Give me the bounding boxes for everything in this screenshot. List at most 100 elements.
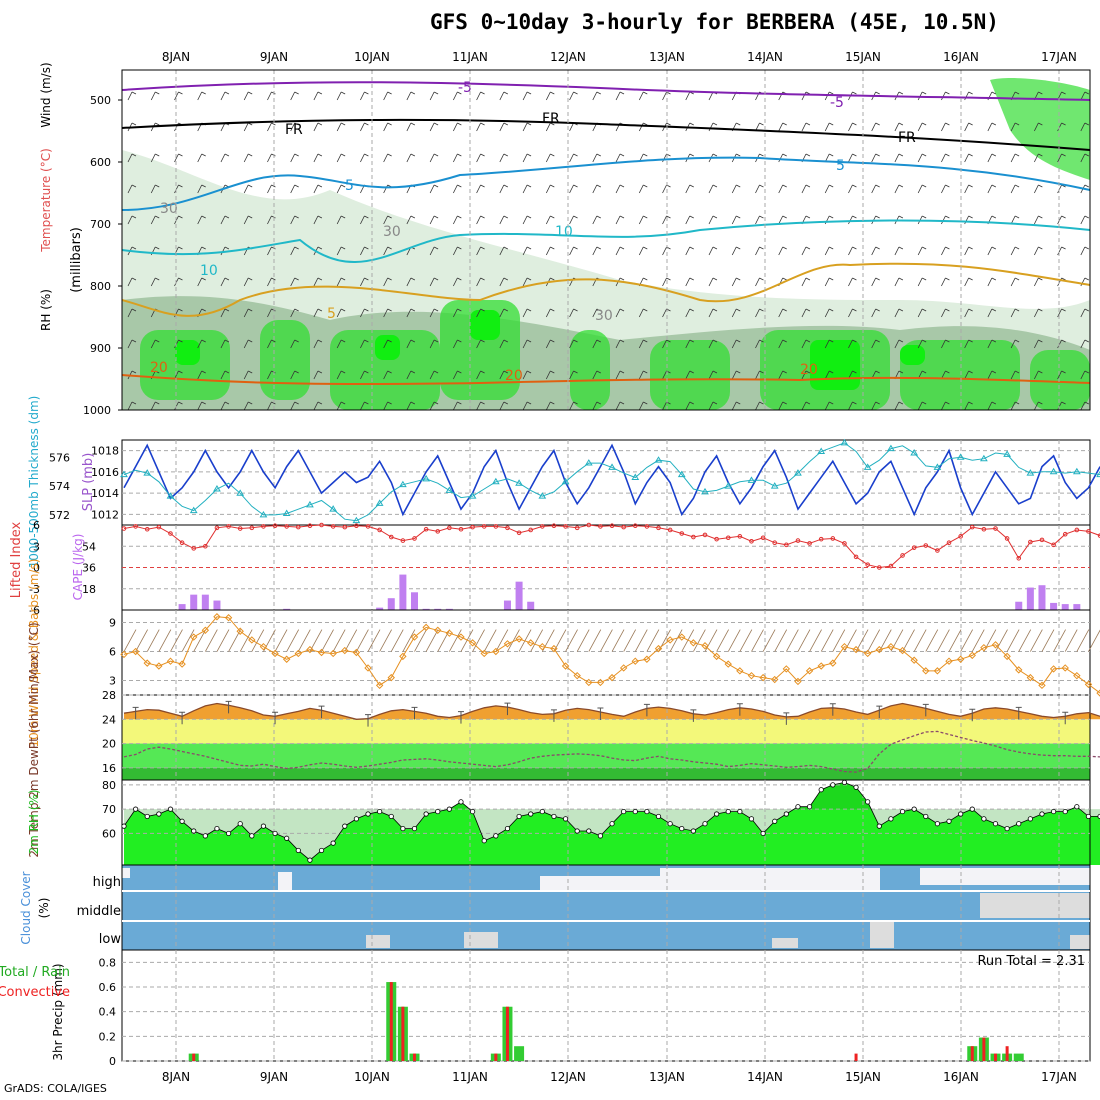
- rh-marker: [1004, 825, 1010, 832]
- minmax-marker: [643, 703, 650, 717]
- slp-line: [123, 443, 1100, 517]
- wind-barb: [615, 91, 625, 101]
- rh-marker: [423, 811, 429, 817]
- wind-barb: [476, 370, 485, 380]
- wind-barb: [336, 246, 346, 256]
- lifted-index-marker: [505, 525, 510, 531]
- wind-barb: [220, 91, 230, 101]
- wind-barb: [569, 184, 578, 194]
- wind-barb: [731, 184, 741, 194]
- wind-barb: [453, 370, 462, 380]
- date-label-bottom: 17JAN: [1041, 1070, 1077, 1084]
- lifted-index-marker: [121, 526, 127, 531]
- rh-marker: [1062, 808, 1068, 815]
- wind-speed-marker: [387, 673, 395, 682]
- lifted-index-marker: [296, 524, 301, 530]
- wind-barb: [499, 277, 509, 287]
- lifted-index-marker: [272, 523, 278, 529]
- minmax-marker: [736, 703, 743, 716]
- thickness-marker: [724, 482, 733, 489]
- wind-barb: [243, 184, 253, 194]
- lifted-index-marker: [714, 536, 719, 542]
- wind-barb: [453, 215, 462, 225]
- wind-barb: [243, 370, 253, 380]
- axis-label: 3hr Precip (mm): [51, 963, 65, 1060]
- rh-marker: [748, 816, 755, 822]
- thickness-marker: [398, 480, 407, 488]
- wind-barb: [1006, 629, 1020, 652]
- wind-barb: [941, 184, 950, 194]
- wind-barb: [894, 122, 904, 132]
- rh-marker: [167, 806, 174, 812]
- rh-marker: [318, 847, 325, 854]
- rh-marker: [377, 808, 383, 815]
- axis-label: SLP (mb): [81, 453, 96, 512]
- wind-barb: [638, 339, 648, 349]
- wind-barb: [449, 629, 462, 652]
- wind-speed-marker: [468, 639, 477, 647]
- thickness-marker: [910, 448, 919, 456]
- axis-label: Wind (m/s): [39, 62, 53, 127]
- wind-barb: [243, 308, 253, 318]
- wind-barb: [286, 629, 300, 652]
- rh-marker: [760, 830, 766, 837]
- wind-barb: [545, 308, 555, 318]
- wind-speed-marker: [631, 657, 639, 665]
- rh-marker: [806, 804, 813, 810]
- wind-barb: [545, 370, 555, 380]
- wind-speed-marker: [794, 677, 802, 686]
- contour-label: 20: [505, 368, 523, 384]
- wind-barb: [871, 153, 880, 163]
- wind-barb: [197, 339, 206, 349]
- wind-barb: [801, 370, 811, 380]
- wind-barb: [290, 215, 299, 225]
- lifted-index-marker: [969, 524, 975, 530]
- wind-barb: [406, 339, 416, 349]
- wind-barb: [197, 370, 206, 380]
- lifted-index-marker: [191, 546, 197, 551]
- wind-barb: [406, 215, 416, 225]
- lifted-index-marker: [621, 524, 626, 530]
- thickness-marker: [213, 485, 221, 492]
- wind-barb: [267, 370, 276, 380]
- wind-barb: [894, 246, 904, 256]
- wind-barb: [731, 401, 741, 411]
- rh-marker: [992, 821, 999, 827]
- dewpt-line: [123, 730, 1100, 773]
- y-tick-label: 0.2: [99, 1030, 117, 1043]
- lifted-index-marker: [435, 529, 441, 534]
- thickness-marker: [1072, 467, 1081, 475]
- y-tick-label: 28: [102, 689, 116, 702]
- wind-barb: [878, 629, 892, 652]
- wind-speed-marker: [771, 675, 779, 684]
- wind-barb: [216, 629, 230, 652]
- rh-marker: [225, 830, 232, 837]
- wind-barb: [611, 629, 625, 652]
- credit-label: GrADS: COLA/IGES: [4, 1082, 107, 1095]
- date-label-bottom: 14JAN: [747, 1070, 783, 1084]
- thickness-marker: [352, 516, 361, 524]
- lifted-index-marker: [958, 534, 963, 539]
- rh-marker: [121, 823, 127, 829]
- y-tick-label: 1000: [83, 404, 111, 417]
- wind-barb: [429, 246, 439, 256]
- wind-barb: [755, 246, 764, 256]
- wind-speed-marker: [236, 627, 244, 635]
- y-tick-label: 500: [90, 94, 111, 107]
- wind-barb: [615, 339, 625, 349]
- wind-barb: [941, 153, 950, 163]
- wind-barb: [785, 629, 799, 652]
- wind-barb: [778, 246, 787, 256]
- wind-barb: [476, 215, 485, 225]
- isotherm-contour: [121, 118, 1091, 151]
- li-tick-label: -6: [29, 604, 40, 617]
- wind-barb: [716, 629, 729, 652]
- lifted-index-marker: [644, 524, 650, 529]
- cloud-clear-low: [1070, 935, 1090, 949]
- wind-barb: [429, 153, 439, 163]
- cape-bar: [190, 594, 198, 610]
- wind-barb: [778, 339, 787, 349]
- rh-marker: [365, 811, 371, 817]
- wind-barb: [1080, 91, 1090, 101]
- thickness-marker: [1003, 450, 1012, 457]
